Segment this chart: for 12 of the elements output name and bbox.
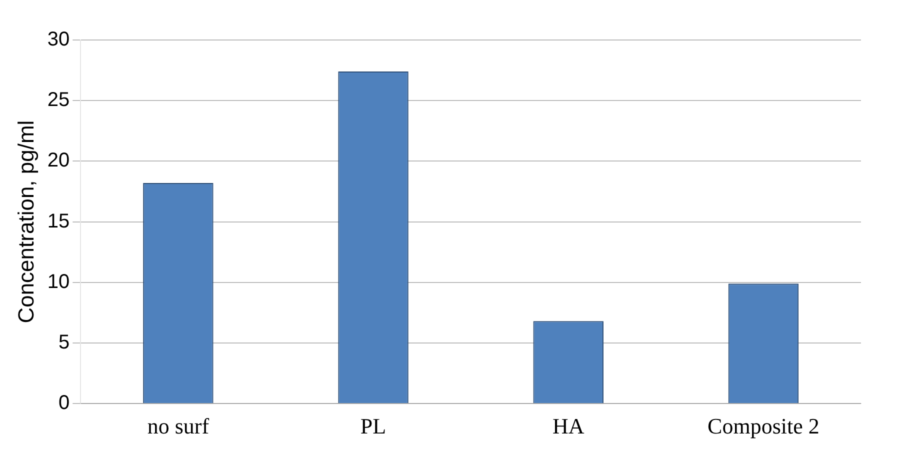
- y-tick-label: 15: [47, 210, 70, 232]
- x-tick-label: no surf: [147, 414, 210, 439]
- y-axis-title: Concentration, pg/ml: [13, 120, 38, 324]
- y-tick-label: 30: [47, 28, 70, 51]
- x-tick-label: HA: [552, 414, 584, 439]
- y-tick-label: 5: [58, 332, 70, 354]
- y-tick-label: 25: [47, 89, 70, 112]
- x-tick-label: PL: [360, 414, 386, 439]
- y-tick-label: 10: [47, 270, 70, 293]
- y-tick-label: 20: [47, 150, 70, 172]
- x-tick-label: Composite 2: [708, 414, 820, 439]
- y-tick-label: 0: [58, 392, 70, 414]
